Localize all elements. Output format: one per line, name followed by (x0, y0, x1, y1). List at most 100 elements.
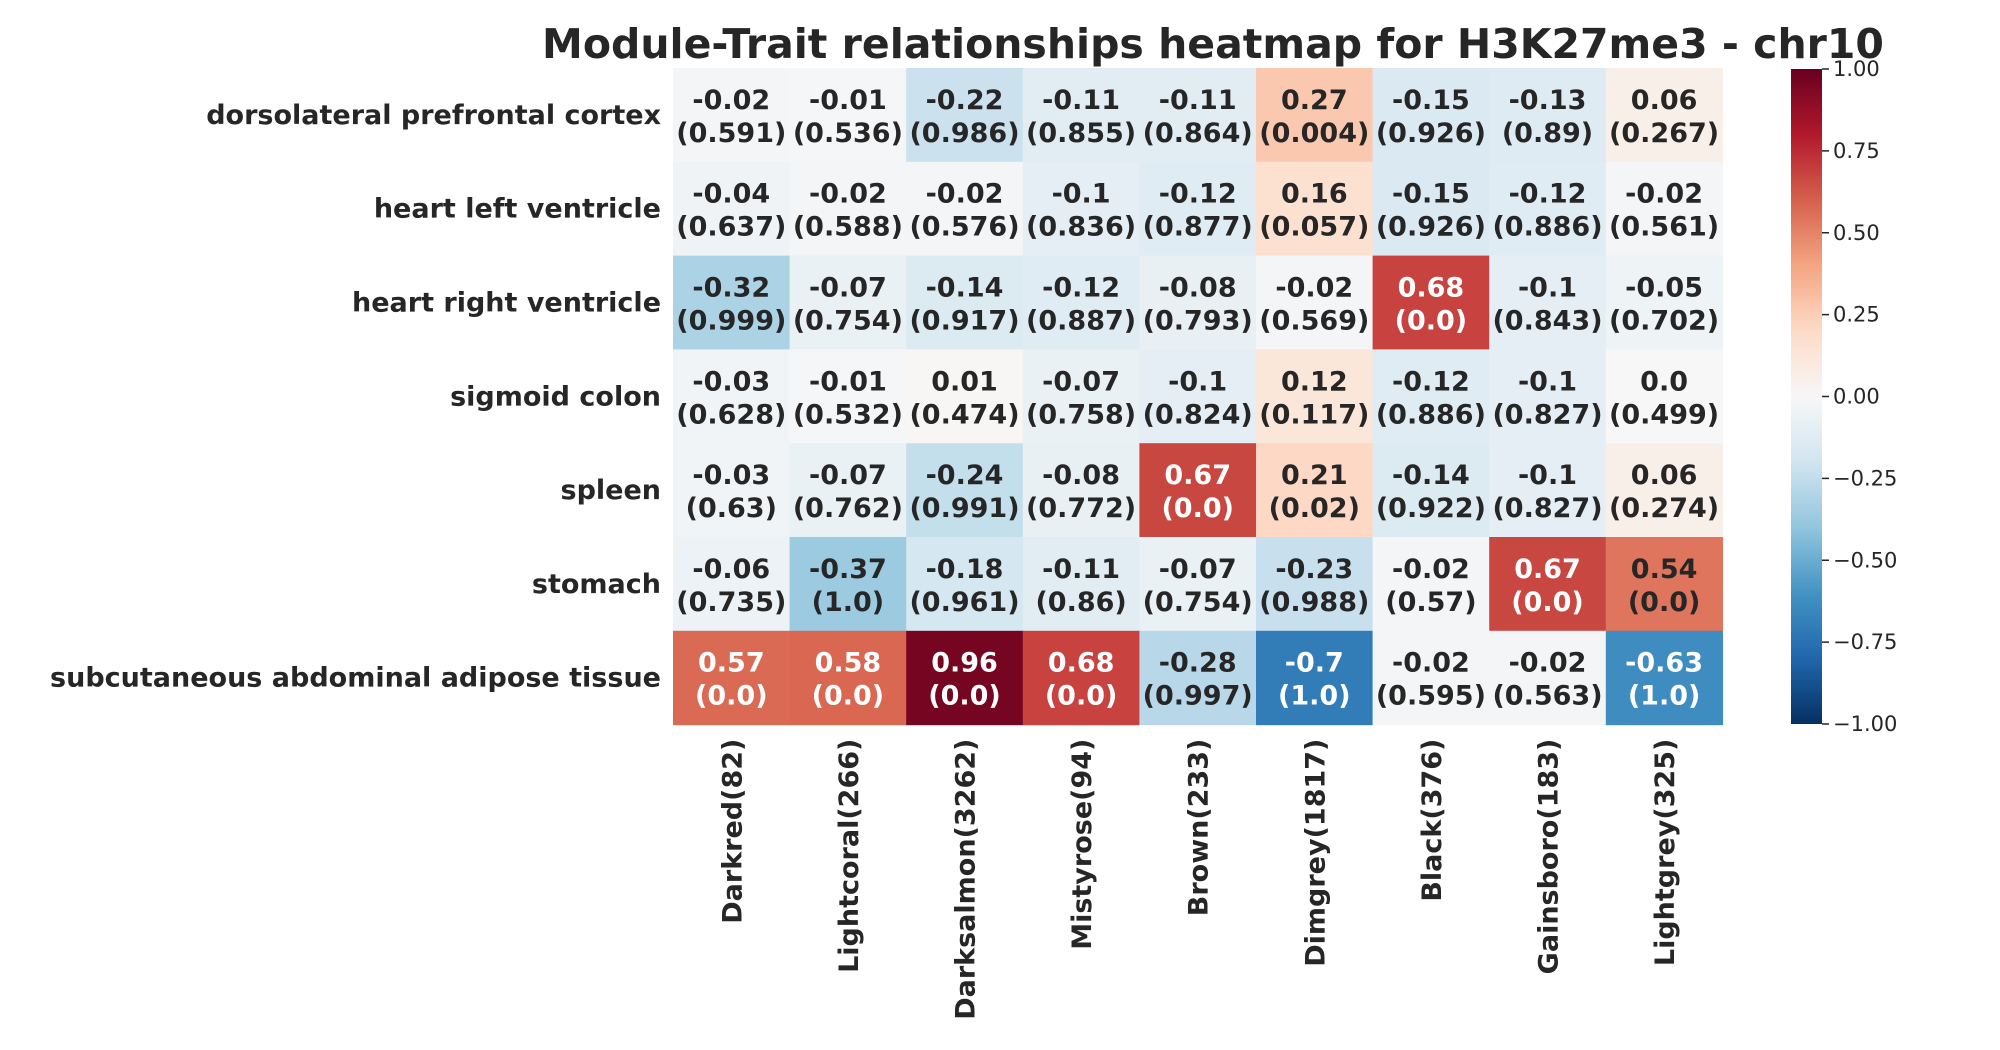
cell-value-label: 0.12 (1281, 366, 1348, 397)
heatmap-cell (1256, 161, 1374, 257)
cell-value-label: -0.11 (1042, 554, 1120, 585)
cell-pvalue-label: (0.922) (1376, 493, 1486, 524)
heatmap-cell (1605, 255, 1723, 350)
cell-value-label: -0.03 (692, 460, 770, 491)
heatmap-cell (673, 68, 791, 163)
heatmap-cell (673, 630, 791, 726)
colorbar-gradient (1791, 69, 1822, 724)
cell-pvalue-label: (0.836) (1026, 212, 1136, 243)
cell-pvalue-label: (0.0) (928, 681, 1001, 712)
heatmap-cell (1489, 68, 1607, 163)
cell-pvalue-label: (0.267) (1609, 118, 1719, 149)
cell-value-label: -0.02 (692, 85, 770, 116)
heatmap-cell (789, 443, 907, 538)
cell-pvalue-label: (0.886) (1376, 399, 1486, 430)
cell-pvalue-label: (0.793) (1143, 306, 1253, 337)
cell-pvalue-label: (0.917) (909, 306, 1019, 337)
cell-value-label: -0.37 (809, 554, 887, 585)
heatmap-cell (906, 349, 1024, 444)
heatmap-cell (1139, 349, 1257, 444)
colorbar-tick-label: −1.00 (1833, 712, 1897, 736)
heatmap-cell (1372, 161, 1490, 257)
row-label: spleen (561, 475, 662, 506)
cell-value-label: 0.67 (1164, 460, 1231, 491)
cell-value-label: -0.08 (1042, 460, 1120, 491)
column-label: Black(376) (1417, 739, 1448, 902)
heatmap-cell (1372, 537, 1490, 632)
cell-value-label: -0.1 (1518, 366, 1577, 397)
heatmap-cell (1489, 349, 1607, 444)
cell-pvalue-label: (0.991) (909, 493, 1019, 524)
cell-pvalue-label: (0.274) (1609, 493, 1719, 524)
heatmap-cell (1022, 68, 1140, 163)
heatmap-cell (1256, 537, 1374, 632)
column-label: Mistyrose(94) (1067, 739, 1098, 950)
cell-pvalue-label: (0.827) (1492, 399, 1602, 430)
cell-pvalue-label: (0.628) (676, 399, 786, 430)
cell-value-label: 0.21 (1281, 460, 1348, 491)
cell-value-label: -0.02 (1392, 554, 1470, 585)
column-label: Darkred(82) (717, 739, 748, 924)
cell-pvalue-label: (0.855) (1026, 118, 1136, 149)
cell-value-label: -0.63 (1625, 648, 1703, 679)
heatmap-cell (1139, 161, 1257, 257)
cell-pvalue-label: (0.864) (1143, 118, 1253, 149)
heatmap-cell (789, 349, 907, 444)
cell-value-label: -0.24 (926, 460, 1004, 491)
row-label: subcutaneous abdominal adipose tissue (50, 663, 661, 694)
cell-pvalue-label: (0.762) (793, 493, 903, 524)
colorbar-tick-label: 1.00 (1833, 57, 1880, 81)
cell-pvalue-label: (0.887) (1026, 306, 1136, 337)
colorbar: 1.00 0.75 0.50 0.25 0.00 −0.25 −0.50 −0.75 −1.00 (1791, 57, 1897, 736)
cell-value-label: -0.18 (926, 554, 1004, 585)
cell-value-label: -0.02 (809, 179, 887, 210)
cell-value-label: -0.1 (1518, 273, 1577, 304)
cell-pvalue-label: (1.0) (1278, 681, 1351, 712)
cell-value-label: -0.22 (926, 85, 1004, 116)
cell-pvalue-label: (0.758) (1026, 399, 1136, 430)
cell-value-label: -0.01 (809, 366, 887, 397)
heatmap-cell (1489, 630, 1607, 726)
cell-value-label: -0.08 (1159, 273, 1237, 304)
column-labels: Darkred(82) Lightcoral(266) Darksalmon(326… (717, 739, 1681, 1020)
heatmap-cell (1022, 161, 1140, 257)
cell-value-label: -0.12 (1159, 179, 1237, 210)
cell-pvalue-label: (0.499) (1609, 399, 1719, 430)
cell-value-label: -0.23 (1275, 554, 1353, 585)
heatmap-cell (1372, 443, 1490, 538)
heatmap-cell (1256, 443, 1374, 538)
heatmap-cell (906, 537, 1024, 632)
cell-pvalue-label: (0.986) (909, 118, 1019, 149)
cell-pvalue-label: (0.117) (1259, 399, 1369, 430)
cell-value-label: -0.01 (809, 85, 887, 116)
cell-value-label: -0.14 (926, 273, 1004, 304)
cell-pvalue-label: (0.827) (1492, 493, 1602, 524)
cell-value-label: 0.57 (698, 648, 765, 679)
heatmap-cell (906, 68, 1024, 163)
cell-pvalue-label: (0.004) (1259, 118, 1369, 149)
heatmap-cell (1605, 161, 1723, 257)
cell-pvalue-label: (1.0) (1628, 681, 1701, 712)
cell-value-label: -0.07 (1042, 366, 1120, 397)
colorbar-tick-label: −0.75 (1833, 630, 1897, 654)
cell-pvalue-label: (0.961) (909, 587, 1019, 618)
cell-value-label: -0.12 (1392, 366, 1470, 397)
cell-pvalue-label: (0.637) (676, 212, 786, 243)
cell-pvalue-label: (0.569) (1259, 306, 1369, 337)
cell-pvalue-label: (0.63) (686, 493, 777, 524)
cell-pvalue-label: (0.999) (676, 306, 786, 337)
cell-value-label: -0.07 (1159, 554, 1237, 585)
heatmap-cell (1372, 349, 1490, 444)
cell-pvalue-label: (0.843) (1492, 306, 1602, 337)
cell-value-label: -0.12 (1042, 273, 1120, 304)
column-label: Dimgrey(1817) (1300, 739, 1331, 967)
heatmap-cell (1489, 255, 1607, 350)
heatmap-cell (1022, 537, 1140, 632)
cell-pvalue-label: (0.877) (1143, 212, 1253, 243)
heatmap-cell (1139, 537, 1257, 632)
cell-pvalue-label: (0.561) (1609, 212, 1719, 243)
cell-pvalue-label: (0.735) (676, 587, 786, 618)
heatmap-cell (1022, 443, 1140, 538)
cell-value-label: -0.05 (1625, 273, 1703, 304)
chart-title: Module-Trait relationships heatmap for H… (542, 20, 1884, 68)
